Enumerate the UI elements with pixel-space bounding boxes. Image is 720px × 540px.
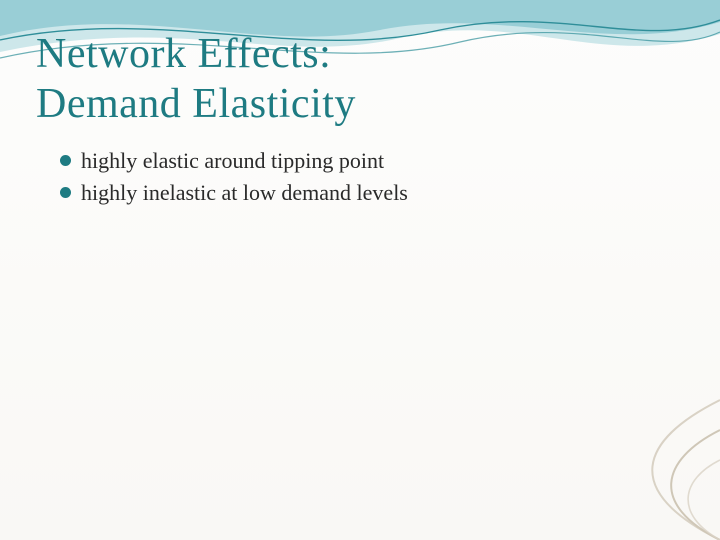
bullet-text: highly inelastic at low demand levels [81, 178, 408, 208]
corner-swirl-3 [688, 460, 720, 540]
title-line-1: Network Effects: [36, 31, 331, 77]
title-line-2: Demand Elasticity [36, 81, 356, 127]
list-item: highly elastic around tipping point [60, 146, 408, 176]
corner-swirl-2 [671, 430, 720, 540]
bullet-dot-icon [60, 155, 71, 166]
corner-swirl-1 [652, 400, 720, 540]
bullet-dot-icon [60, 187, 71, 198]
corner-decoration [500, 390, 720, 540]
page-title: Network Effects: Demand Elasticity [36, 30, 356, 129]
list-item: highly inelastic at low demand levels [60, 178, 408, 208]
bullet-text: highly elastic around tipping point [81, 146, 384, 176]
slide: Network Effects: Demand Elasticity highl… [0, 0, 720, 540]
bullet-list: highly elastic around tipping point high… [60, 146, 408, 209]
